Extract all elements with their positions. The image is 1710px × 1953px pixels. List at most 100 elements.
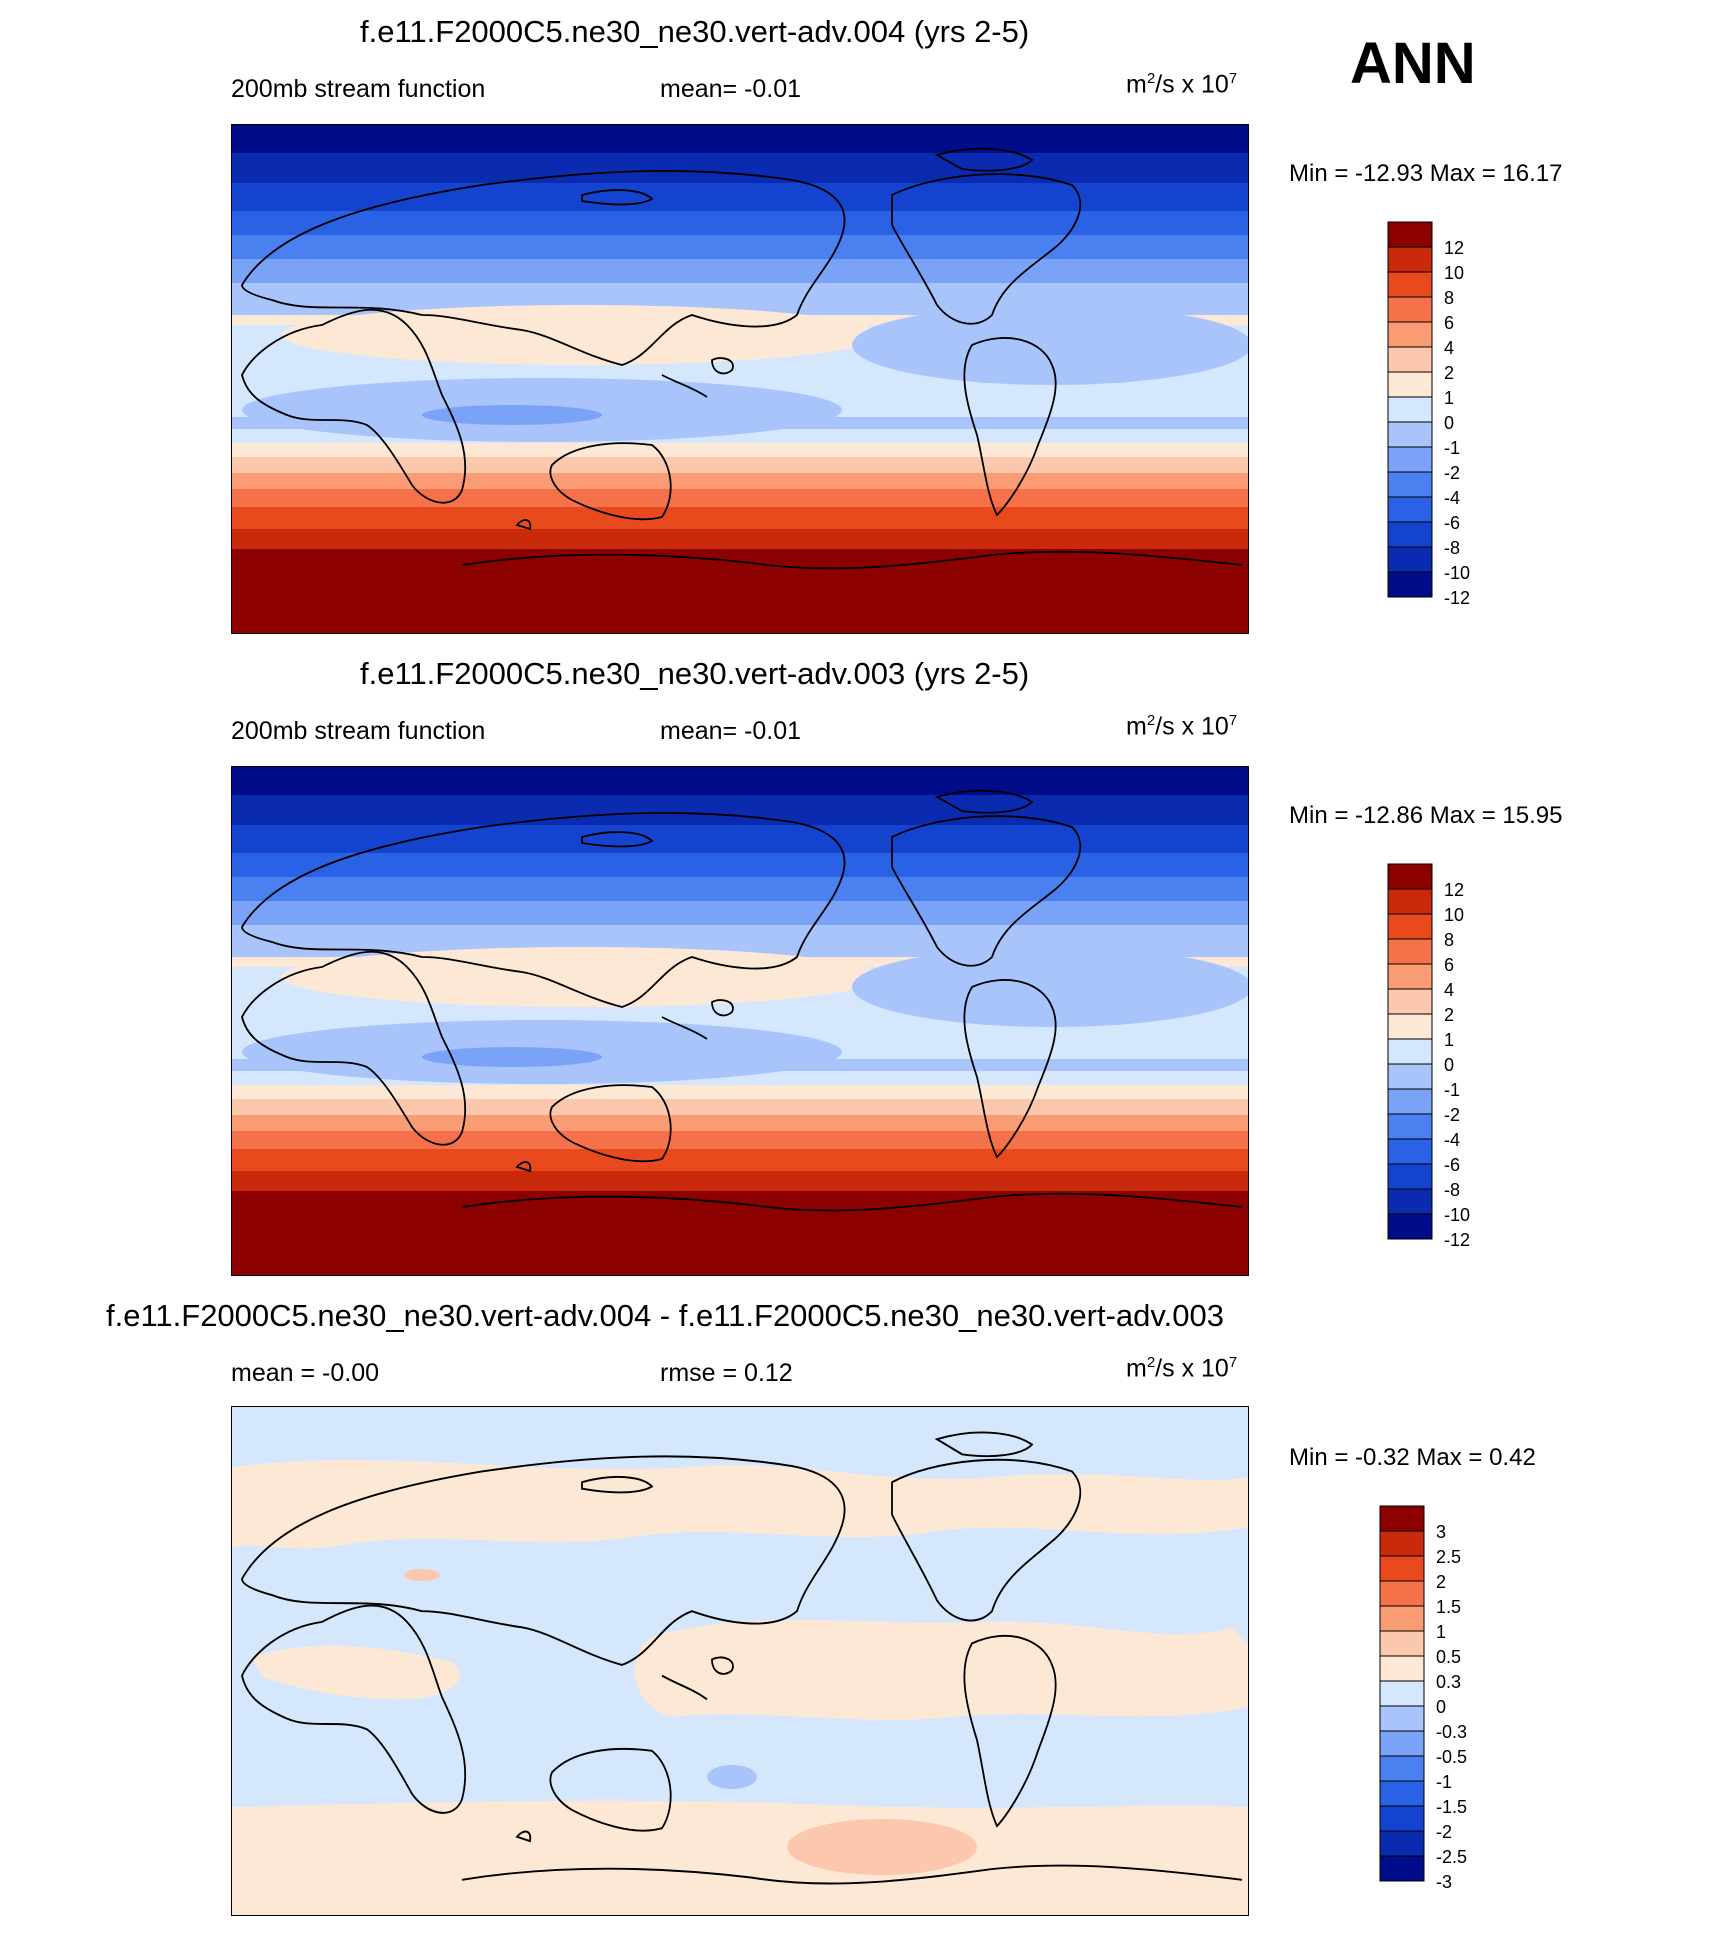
panel3-colorbar-swatch [1379, 1555, 1425, 1582]
panel1-colorbar-tick-label: -6 [1444, 513, 1460, 533]
panel2-colorbar-swatch [1387, 1163, 1433, 1190]
panel1-colorbar-swatch [1387, 371, 1433, 398]
panel1-colorbar-tick-label: 1 [1444, 388, 1454, 408]
contour-region [852, 305, 1248, 385]
panel3-colorbar-tick-label: 1 [1436, 1622, 1446, 1642]
panel1-colorbar-tick-label: -12 [1444, 588, 1470, 608]
panel3-colorbar-swatch [1379, 1505, 1425, 1532]
panel3-colorbar-tick-label: 0.5 [1436, 1647, 1461, 1667]
panel3-map [231, 1406, 1249, 1916]
panel2-minmax: Min = -12.86 Max = 15.95 [1289, 802, 1563, 829]
panel2-colorbar-swatch [1387, 888, 1433, 915]
panel1-title: f.e11.F2000C5.ne30_ne30.vert-adv.004 (yr… [360, 14, 1030, 49]
contour-region [707, 1765, 757, 1789]
panel2-colorbar-tick-label: -10 [1444, 1205, 1470, 1225]
panel2-title: f.e11.F2000C5.ne30_ne30.vert-adv.003 (yr… [360, 656, 1030, 691]
panel2-colorbar-swatch [1387, 963, 1433, 990]
contour-band [232, 767, 1248, 795]
coastline [515, 1161, 532, 1173]
panel3-colorbar-swatch [1379, 1730, 1425, 1757]
panel1-colorbar-swatch [1387, 421, 1433, 448]
contour-region [787, 1819, 977, 1875]
panel2-units: m2/s x 107 [1126, 712, 1238, 741]
coastline [934, 147, 1034, 172]
panel1-mean: mean= -0.01 [660, 75, 802, 103]
coastline [963, 1634, 1057, 1828]
contour-band [232, 211, 1248, 235]
coastline [241, 812, 846, 1008]
panel1-colorbar-swatch [1387, 321, 1433, 348]
panel1-colorbar-swatch [1387, 546, 1433, 573]
coastline [549, 1084, 672, 1163]
panel1-colorbar-swatch [1387, 396, 1433, 423]
panel2-colorbar-swatch [1387, 863, 1433, 890]
contour-band [232, 489, 1248, 507]
panel3-colorbar-swatch [1379, 1605, 1425, 1632]
coastline [581, 1475, 654, 1494]
contour-band [232, 473, 1248, 489]
panel1-colorbar-tick-label: 8 [1444, 288, 1454, 308]
panel1-colorbar-tick-label: -1 [1444, 438, 1460, 458]
panel1-colorbar-swatch [1387, 571, 1433, 598]
contour-band [232, 853, 1248, 877]
panel3-units: m2/s x 107 [1126, 1354, 1238, 1383]
contour-band [232, 443, 1248, 457]
panel3-title: f.e11.F2000C5.ne30_ne30.vert-adv.004 - f… [106, 1298, 1224, 1333]
panel1-minmax: Min = -12.93 Max = 16.17 [1289, 160, 1563, 187]
contour-region [232, 1800, 1248, 1915]
panel2-colorbar-tick-label: -2 [1444, 1105, 1460, 1125]
panel2-colorbar-tick-label: 1 [1444, 1030, 1454, 1050]
panel3-colorbar-swatch [1379, 1830, 1425, 1857]
panel2-colorbar-tick-label: -6 [1444, 1155, 1460, 1175]
panel3-colorbar-tick-label: -0.5 [1436, 1747, 1467, 1767]
panel3-colorbar-tick-label: 3 [1436, 1522, 1446, 1542]
contour-region [232, 1459, 1248, 1549]
coastline [934, 1431, 1034, 1458]
panel3-minmax: Min = -0.32 Max = 0.42 [1289, 1444, 1536, 1471]
panel3-colorbar-tick-label: 0 [1436, 1697, 1446, 1717]
panel2-variable: 200mb stream function [231, 717, 486, 745]
panel1-colorbar-tick-label: -10 [1444, 563, 1470, 583]
panel2-colorbar-tick-label: 10 [1444, 905, 1464, 925]
coastline [461, 1192, 1243, 1212]
panel2-map-plot [232, 767, 1248, 1275]
contour-region [282, 947, 882, 1007]
contour-band [232, 901, 1248, 925]
coastline [241, 1455, 846, 1666]
panel3-colorbar-tick-label: -1 [1436, 1772, 1452, 1792]
panel3-colorbar-swatch [1379, 1655, 1425, 1682]
panel1-colorbar-swatch [1387, 246, 1433, 273]
coastline [891, 815, 1082, 967]
panel1-colorbar: 12 10 8 6 4 2 1 0 -1 -2 -4 -6 -8 -10 -12 [1387, 221, 1508, 627]
panel2-colorbar-tick-label: 12 [1444, 880, 1464, 900]
contour-band [232, 1115, 1248, 1131]
panel3-colorbar-tick-label: 2 [1436, 1572, 1446, 1592]
panel1-colorbar-tick-label: 0 [1444, 413, 1454, 433]
panel1-units: m2/s x 107 [1126, 70, 1238, 99]
panel2-colorbar-tick-label: -8 [1444, 1180, 1460, 1200]
contour-region [282, 305, 882, 365]
panel1-colorbar-swatch [1387, 346, 1433, 373]
contour-band [232, 1149, 1248, 1171]
panel3-colorbar-tick-label: -1.5 [1436, 1797, 1467, 1817]
coastline [241, 170, 846, 366]
contour-band [232, 183, 1248, 211]
coastline [661, 374, 708, 398]
contour-region [422, 405, 602, 425]
season-label: ANN [1350, 31, 1476, 96]
coastline [461, 550, 1243, 570]
panel2-colorbar-swatch [1387, 1038, 1433, 1065]
panel2-colorbar-swatch [1387, 1188, 1433, 1215]
panel3-colorbar-tick-label: 2.5 [1436, 1547, 1461, 1567]
panel2-colorbar-swatch [1387, 938, 1433, 965]
panel3-mean: mean = -0.00 [231, 1359, 380, 1387]
panel1-colorbar-swatch [1387, 496, 1433, 523]
contour-band [232, 235, 1248, 259]
panel3-colorbar-swatch [1379, 1530, 1425, 1557]
coastline [461, 1864, 1243, 1885]
contour-region [634, 1620, 1248, 1720]
coastline [581, 189, 654, 206]
contour-region [852, 947, 1248, 1027]
panel1-colorbar-swatch [1387, 471, 1433, 498]
panel2-map [231, 766, 1249, 1276]
